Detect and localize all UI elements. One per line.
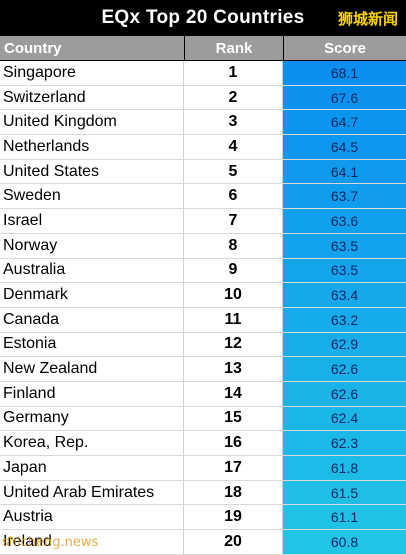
country-cell: United Arab Emirates <box>0 480 184 505</box>
rank-cell: 16 <box>184 431 283 455</box>
country-cell: Australia <box>0 258 184 283</box>
country-cell: Germany <box>0 406 184 431</box>
rank-cell: 8 <box>184 233 283 258</box>
rank-cell: 9 <box>184 258 283 283</box>
country-cell: Ireland <box>0 530 184 554</box>
country-cell: Israel <box>0 209 184 233</box>
score-cell: 63.7 <box>283 184 406 209</box>
score-cell: 63.6 <box>283 209 406 233</box>
header-rank: Rank <box>185 36 283 60</box>
country-cell: Norway <box>0 233 184 258</box>
country-cell: Netherlands <box>0 135 184 159</box>
rank-cell: 19 <box>184 505 283 530</box>
rank-cell: 5 <box>184 159 283 184</box>
rank-cell: 7 <box>184 209 283 233</box>
header-score: Score <box>284 36 406 60</box>
table-row: Switzerland 2 67.6 <box>0 85 406 111</box>
score-cell: 62.6 <box>283 357 406 381</box>
table-row: Korea, Rep. 16 62.3 <box>0 431 406 456</box>
country-cell: Sweden <box>0 184 184 209</box>
score-cell: 63.5 <box>283 258 406 283</box>
rank-cell: 10 <box>184 283 283 307</box>
country-cell: Estonia <box>0 332 184 357</box>
rank-cell: 12 <box>184 332 283 357</box>
table-row: Sweden 6 63.7 <box>0 184 406 210</box>
table-body: Singapore 1 68.1 Switzerland 2 67.6 United Kin… <box>0 61 406 555</box>
source-badge: 狮城新闻 <box>337 10 398 28</box>
country-cell: Austria <box>0 505 184 530</box>
score-cell: 60.8 <box>283 530 406 554</box>
score-cell: 61.5 <box>283 480 406 505</box>
table-row: United Kingdom 3 64.7 <box>0 110 406 136</box>
rank-cell: 11 <box>184 307 283 332</box>
score-cell: 62.4 <box>283 406 406 431</box>
rank-cell: 4 <box>184 135 283 159</box>
score-cell: 62.9 <box>283 332 406 357</box>
country-cell: United States <box>0 159 184 184</box>
country-cell: Finland <box>0 381 184 406</box>
table-row: Ireland 20 60.8 <box>0 530 406 555</box>
score-cell: 64.1 <box>283 159 406 184</box>
country-cell: Denmark <box>0 283 184 307</box>
table-row: Singapore 1 68.1 <box>0 61 406 86</box>
rank-cell: 15 <box>184 406 283 431</box>
table-row: United Arab Emirates 18 61.5 <box>0 480 406 506</box>
table-row: United States 5 64.1 <box>0 159 406 185</box>
table-row: Norway 8 63.5 <box>0 233 406 259</box>
table-row: Canada 11 63.2 <box>0 307 406 333</box>
watermark: shicheng.news <box>2 535 99 550</box>
rank-cell: 18 <box>184 480 283 505</box>
rank-cell: 14 <box>184 381 283 406</box>
score-cell: 63.4 <box>283 283 406 307</box>
score-cell: 62.6 <box>283 381 406 406</box>
country-cell: Japan <box>0 456 184 480</box>
table-row: Austria 19 61.1 <box>0 505 406 531</box>
rank-cell: 2 <box>184 85 283 110</box>
table-row: Japan 17 61.8 <box>0 456 406 481</box>
rank-cell: 20 <box>184 530 283 554</box>
score-cell: 63.5 <box>283 233 406 258</box>
table-row: Australia 9 63.5 <box>0 258 406 284</box>
table-row: Estonia 12 62.9 <box>0 332 406 358</box>
table-row: Israel 7 63.6 <box>0 209 406 234</box>
rank-cell: 1 <box>184 61 283 85</box>
score-cell: 62.3 <box>283 431 406 455</box>
table-row: New Zealand 13 62.6 <box>0 357 406 382</box>
rank-cell: 6 <box>184 184 283 209</box>
table-row: Netherlands 4 64.5 <box>0 135 406 160</box>
score-cell: 68.1 <box>283 61 406 85</box>
header-country: Country <box>0 36 184 60</box>
score-cell: 61.8 <box>283 456 406 480</box>
table-row: Germany 15 62.4 <box>0 406 406 432</box>
rank-cell: 17 <box>184 456 283 480</box>
score-cell: 67.6 <box>283 85 406 110</box>
table-row: Denmark 10 63.4 <box>0 283 406 308</box>
score-cell: 61.1 <box>283 505 406 530</box>
score-cell: 64.5 <box>283 135 406 159</box>
country-cell: Switzerland <box>0 85 184 110</box>
table-title: EQx Top 20 Countries <box>101 7 305 28</box>
title-bar: EQx Top 20 Countries 狮城新闻 <box>0 0 406 36</box>
rank-cell: 13 <box>184 357 283 381</box>
table-row: Finland 14 62.6 <box>0 381 406 407</box>
country-cell: New Zealand <box>0 357 184 381</box>
score-cell: 64.7 <box>283 110 406 135</box>
country-cell: Canada <box>0 307 184 332</box>
country-cell: United Kingdom <box>0 110 184 135</box>
score-cell: 63.2 <box>283 307 406 332</box>
country-cell: Singapore <box>0 61 184 85</box>
country-cell: Korea, Rep. <box>0 431 184 455</box>
rank-cell: 3 <box>184 110 283 135</box>
table-header: Country Rank Score <box>0 36 406 61</box>
